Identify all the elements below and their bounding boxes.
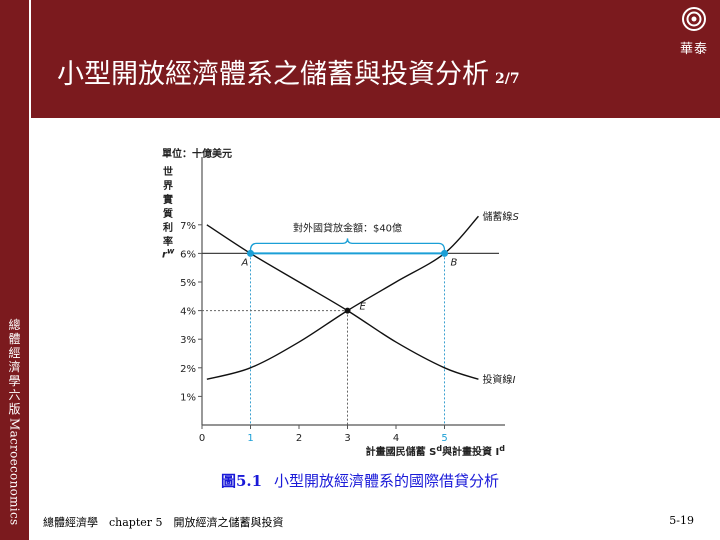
- sidebar-vertical-title: 總 體 經 濟 學 六 版 Macroeconomics: [0, 318, 29, 528]
- header-banner: 小型開放經濟體系之儲蓄與投資分析 2/7 華泰: [31, 0, 720, 118]
- y-tick-label: 4%: [180, 307, 196, 318]
- y-tick-label: 3%: [180, 335, 196, 346]
- x-tick-label: 4: [393, 433, 399, 444]
- point-b: [441, 249, 448, 257]
- saving-curve: [206, 215, 479, 380]
- x-tick-label: 0: [199, 433, 205, 444]
- y-axis-label-char: 質: [163, 207, 173, 220]
- chart-guides: [202, 238, 499, 425]
- x-tick-label: 3: [344, 433, 350, 444]
- y-tick-label: 7%: [180, 221, 196, 232]
- footer-course-info: 總體經濟學 chapter 5 開放經濟之儲蓄與投資: [43, 516, 284, 529]
- sidebar-title-char: 學: [8, 374, 21, 388]
- y-unit-label: 單位：十億美元: [162, 147, 232, 160]
- y-axis-label-char: 率: [163, 235, 173, 248]
- sidebar-title-char: 版: [8, 402, 21, 416]
- page-title: 小型開放經濟體系之儲蓄與投資分析 2/7: [57, 52, 520, 91]
- logo-text: 華泰: [679, 42, 708, 57]
- figure-caption: 圖5.1 小型開放經濟體系的國際借貸分析: [0, 470, 720, 491]
- saving-curve-label: 儲蓄線S: [482, 210, 519, 223]
- point-label-b: B: [451, 257, 458, 268]
- x-tick-label: 5: [441, 433, 447, 444]
- sidebar: [0, 0, 29, 540]
- logo: 華泰: [674, 6, 714, 57]
- chart-points: [247, 249, 448, 314]
- x-axis-label: 計畫國民儲蓄 Sd與計畫投資 Id: [366, 444, 506, 459]
- point-a: [247, 249, 254, 257]
- y-tick-label: 1%: [180, 392, 196, 403]
- y-axis-label-char: 界: [163, 180, 173, 192]
- y-axis-label-char: 利: [163, 221, 173, 234]
- y-tick-label: 2%: [180, 364, 196, 375]
- chart-axes: 1% 2% 3% 4% 5% 6% 7% 0 1 2 3 4 5: [180, 157, 505, 444]
- logo-ring-icon: [682, 7, 706, 31]
- page-title-text: 小型開放經濟體系之儲蓄與投資分析: [57, 59, 489, 90]
- y-axis-symbol: rw: [162, 246, 175, 261]
- y-tick-label: 5%: [180, 278, 196, 289]
- point-e: [344, 307, 351, 314]
- lending-annotation: 對外國貸放金額：$40億: [293, 221, 402, 234]
- chart-series: [206, 215, 479, 380]
- x-tick-label: 2: [296, 433, 302, 444]
- sidebar-title-char: 經: [8, 346, 21, 360]
- point-label-e: E: [360, 302, 367, 313]
- y-axis-label-char: 實: [163, 193, 173, 206]
- sidebar-title-char: 總: [8, 318, 21, 332]
- page-indicator: 2/7: [495, 71, 520, 87]
- sidebar-title-char: 體: [8, 332, 21, 346]
- sidebar-title-latin: Macroeconomics: [7, 418, 22, 526]
- x-tick-label: 1: [247, 433, 253, 444]
- y-axis-label-char: 世: [163, 165, 173, 178]
- sidebar-title-char: 濟: [8, 360, 21, 374]
- lending-bracket: [249, 238, 446, 251]
- investment-curve-label: 投資線I: [482, 373, 515, 386]
- footer-page-number: 5-19: [669, 514, 694, 527]
- figure-number: 圖5.1: [220, 472, 263, 490]
- figure-caption-text: 小型開放經濟體系的國際借貸分析: [274, 472, 500, 490]
- investment-curve: [206, 224, 479, 380]
- y-tick-label: 6%: [180, 249, 196, 260]
- point-label-a: A: [241, 257, 249, 268]
- sidebar-title-char: 六: [8, 388, 21, 402]
